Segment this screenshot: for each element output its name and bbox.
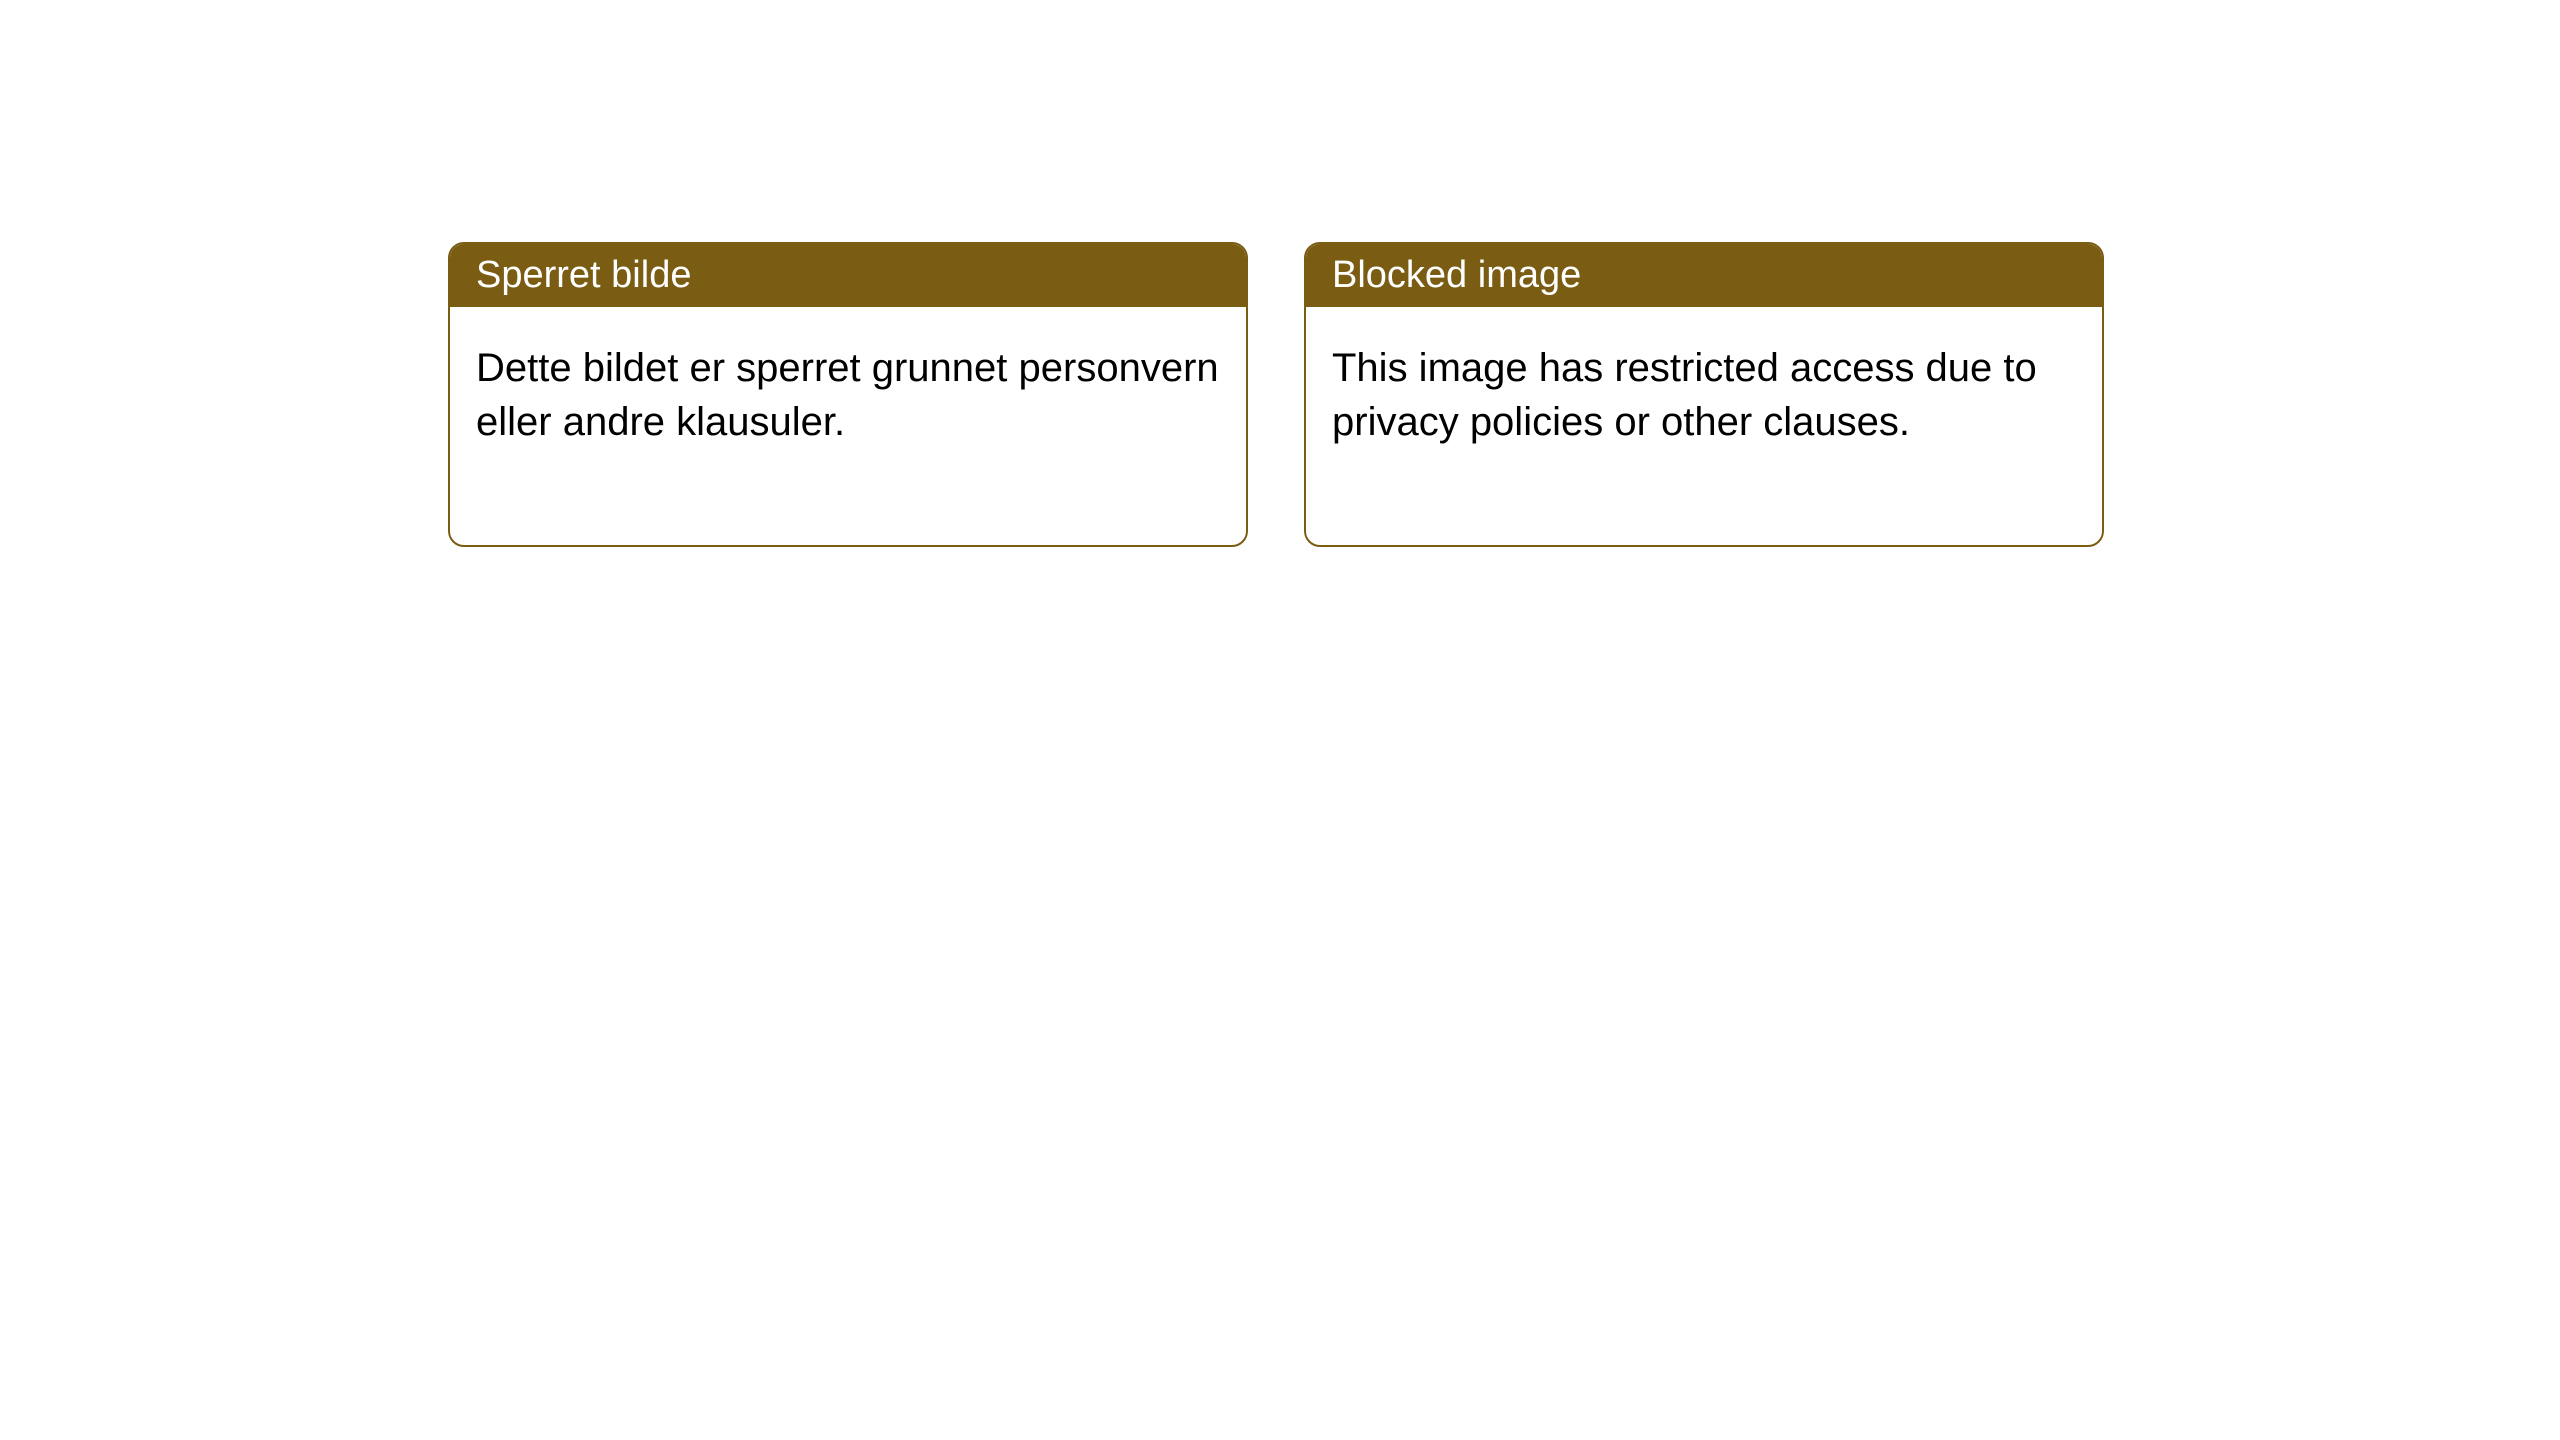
notice-card-english: Blocked image This image has restricted …	[1304, 242, 2104, 547]
notice-body-text: Dette bildet er sperret grunnet personve…	[450, 307, 1246, 545]
notice-title: Blocked image	[1306, 244, 2102, 307]
notice-body-text: This image has restricted access due to …	[1306, 307, 2102, 545]
notice-title: Sperret bilde	[450, 244, 1246, 307]
notice-card-norwegian: Sperret bilde Dette bildet er sperret gr…	[448, 242, 1248, 547]
notice-container: Sperret bilde Dette bildet er sperret gr…	[448, 242, 2104, 547]
